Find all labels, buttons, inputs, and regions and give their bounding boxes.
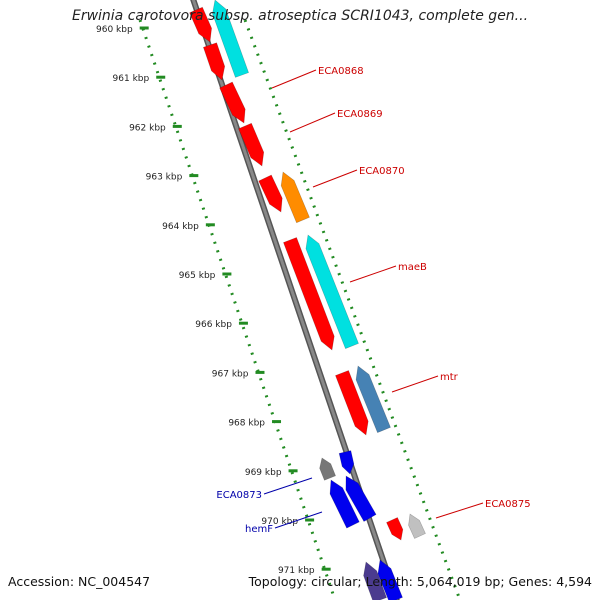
- gene-leader-line: [289, 112, 336, 133]
- cds-steel[interactable]: [355, 365, 391, 434]
- gene-label-layer: ECA0868 ECA0869 ECA0870 maeB mtr ECA0873 hemF E…: [216, 66, 530, 535]
- topology-text: Topology: circular; Length: 5,064,019 bp…: [248, 574, 592, 589]
- gene-leader-line: [312, 169, 358, 188]
- cds-red-8[interactable]: [386, 517, 404, 541]
- gene-label-hemf[interactable]: hemF: [245, 524, 273, 535]
- gene-label-maeb[interactable]: maeB: [398, 262, 427, 273]
- cds-red-5[interactable]: [258, 174, 283, 213]
- gene-leader-line: [263, 477, 313, 495]
- feature-layer: [189, 0, 426, 600]
- gene-leader-line: [271, 69, 317, 89]
- tick-label: 962 kbp: [129, 123, 166, 133]
- cds-blue-small[interactable]: [338, 450, 355, 475]
- cds-cyan-1[interactable]: [212, 0, 249, 78]
- tick-label: 966 kbp: [195, 320, 232, 330]
- genome-title: Erwinia carotovora subsp. atroseptica SC…: [71, 8, 529, 24]
- tick-label: 963 kbp: [146, 173, 183, 183]
- gene-label-eca0868[interactable]: ECA0868: [318, 66, 364, 77]
- cds-red-1[interactable]: [189, 6, 212, 43]
- cds-red-2[interactable]: [202, 42, 226, 81]
- cds-cyan-2[interactable]: [305, 234, 359, 349]
- gene-leader-line: [435, 502, 484, 519]
- gene-leader-line: [349, 265, 397, 283]
- cds-red-3[interactable]: [219, 81, 246, 124]
- tick-label: 971 kbp: [278, 566, 315, 576]
- cds-lightgrey[interactable]: [408, 513, 426, 539]
- cds-orange[interactable]: [280, 171, 310, 224]
- gene-label-eca0875[interactable]: ECA0875: [485, 499, 531, 510]
- gene-leader-line: [391, 375, 439, 393]
- gene-label-mtr[interactable]: mtr: [440, 372, 459, 383]
- cds-purple[interactable]: [363, 561, 387, 600]
- accession-text: Accession: NC_004547: [8, 574, 151, 589]
- cds-blue-long[interactable]: [345, 475, 377, 522]
- tick-label: 970 kbp: [261, 517, 298, 527]
- cds-red-7[interactable]: [335, 370, 369, 436]
- gene-label-eca0869[interactable]: ECA0869: [337, 109, 383, 120]
- tick-label: 964 kbp: [162, 222, 199, 232]
- cds-red-6[interactable]: [283, 237, 335, 351]
- tick-label: 960 kbp: [96, 25, 133, 35]
- tick-label: 965 kbp: [179, 271, 216, 281]
- cds-blue-hemf[interactable]: [329, 479, 360, 529]
- cds-red-4[interactable]: [238, 122, 265, 167]
- tick-label: 968 kbp: [228, 419, 265, 429]
- tick-label: 967 kbp: [212, 369, 249, 379]
- cds-blue-bottom[interactable]: [377, 559, 403, 600]
- tick-label: 969 kbp: [245, 468, 282, 478]
- tick-layer: 960 kbp 961 kbp 962 kbp 963 kbp 964 kbp 965 k…: [96, 19, 462, 600]
- cds-grey[interactable]: [319, 457, 336, 481]
- gene-label-eca0870[interactable]: ECA0870: [359, 166, 405, 177]
- tick-label: 961 kbp: [113, 74, 150, 84]
- gene-label-eca0873[interactable]: ECA0873: [216, 490, 262, 501]
- gene-leader-line: [274, 511, 323, 529]
